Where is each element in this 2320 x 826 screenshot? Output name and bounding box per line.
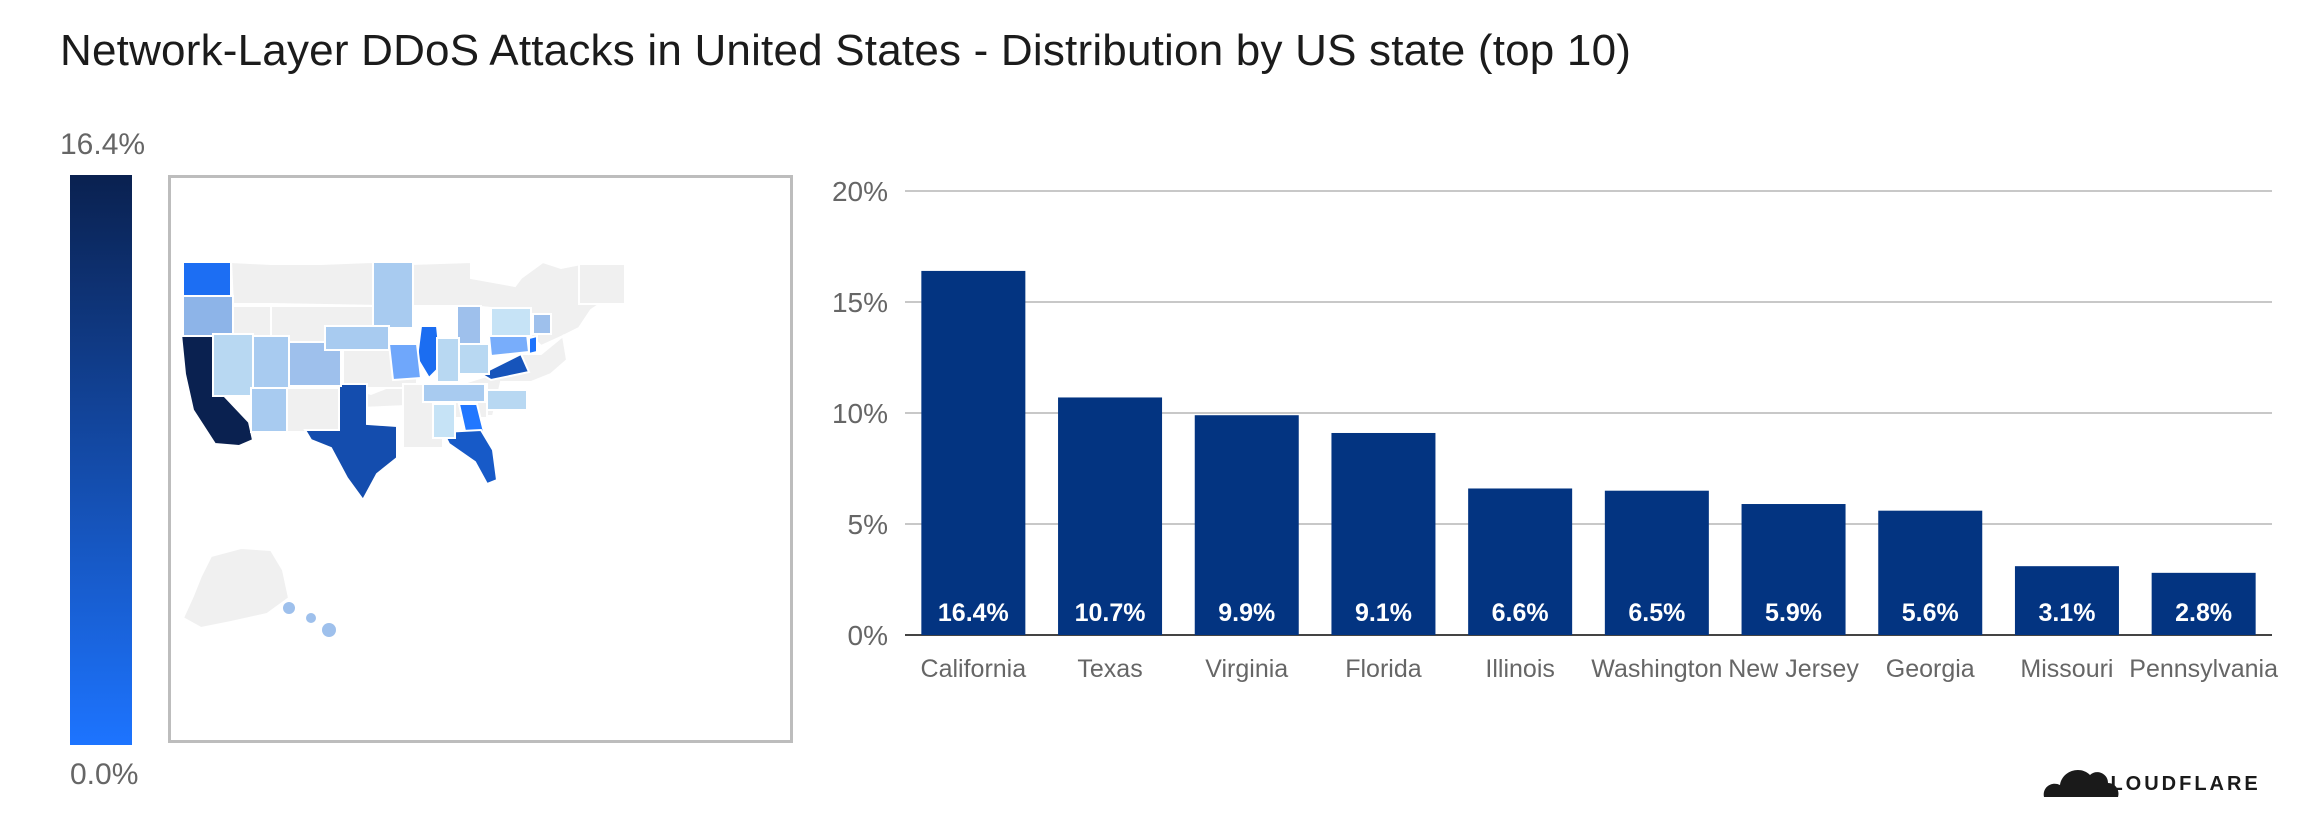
y-tick-label: 15% <box>832 287 888 318</box>
bar-georgia <box>1878 510 1983 635</box>
bars: 16.4% 10.7% 9.9% 9.1% 6.6% 6.5% 5.9% 5.6% 3.1% 2.… <box>921 270 2256 635</box>
bar-data-label: 10.7% <box>1075 599 1146 627</box>
color-legend-bar <box>70 175 132 745</box>
x-tick-label: Virginia <box>1205 655 1288 683</box>
bar-data-label: 9.1% <box>1355 599 1412 627</box>
state-missouri <box>387 343 423 382</box>
bar-data-label: 9.9% <box>1218 599 1275 627</box>
bar-virginia <box>1194 415 1299 635</box>
us-choropleth-map <box>168 175 793 743</box>
x-tick-label: Georgia <box>1886 655 1975 683</box>
bar-data-label: 3.1% <box>2038 599 2095 627</box>
y-axis-tick-labels: 0% 5% 10% 15% 20% <box>832 176 888 651</box>
x-tick-label: Pennsylvania <box>2129 655 2278 683</box>
bar-missouri <box>2014 566 2119 635</box>
bar-data-label: 2.8% <box>2175 599 2232 627</box>
bar-california <box>921 270 1026 635</box>
bar-new-jersey <box>1741 504 1846 635</box>
cloudflare-logo-text: CLOUDFLARE <box>2093 773 2261 795</box>
map-low-value-states <box>182 261 552 637</box>
bar-data-label: 5.6% <box>1902 599 1959 627</box>
y-tick-label: 10% <box>832 398 888 429</box>
chart-title: Network-Layer DDoS Attacks in United Sta… <box>60 26 1632 75</box>
bar-washington <box>1604 490 1709 635</box>
cloud-icon <box>2043 770 2119 797</box>
state-florida <box>441 428 499 486</box>
bar-data-label: 16.4% <box>938 599 1009 627</box>
us-map-shapes <box>179 259 628 637</box>
legend-min-label: 0.0% <box>70 758 139 791</box>
x-tick-label: Missouri <box>2020 655 2113 683</box>
y-tick-label: 0% <box>848 620 888 651</box>
x-tick-label: Washington <box>1591 655 1722 683</box>
x-tick-label: Illinois <box>1485 655 1554 683</box>
state-texas <box>303 383 398 502</box>
legend-max-label: 16.4% <box>60 128 146 161</box>
x-axis-tick-labels: California Texas Virginia Florida Illinois Wa… <box>921 655 2279 683</box>
x-tick-label: New Jersey <box>1728 655 1859 683</box>
state-virginia <box>478 352 531 382</box>
x-tick-label: Texas <box>1077 655 1142 683</box>
bar-data-label: 6.5% <box>1628 599 1685 627</box>
bar-texas <box>1058 397 1163 635</box>
bar-illinois <box>1468 488 1573 635</box>
x-tick-label: Florida <box>1345 655 1422 683</box>
y-tick-label: 5% <box>848 509 888 540</box>
bar-data-label: 5.9% <box>1765 599 1822 627</box>
map-data-states <box>179 261 538 502</box>
x-tick-label: California <box>921 655 1027 683</box>
y-tick-label: 20% <box>832 176 888 207</box>
bar-pennsylvania <box>2151 572 2256 635</box>
bar-data-label: 6.6% <box>1492 599 1549 627</box>
bar-florida <box>1331 432 1436 635</box>
